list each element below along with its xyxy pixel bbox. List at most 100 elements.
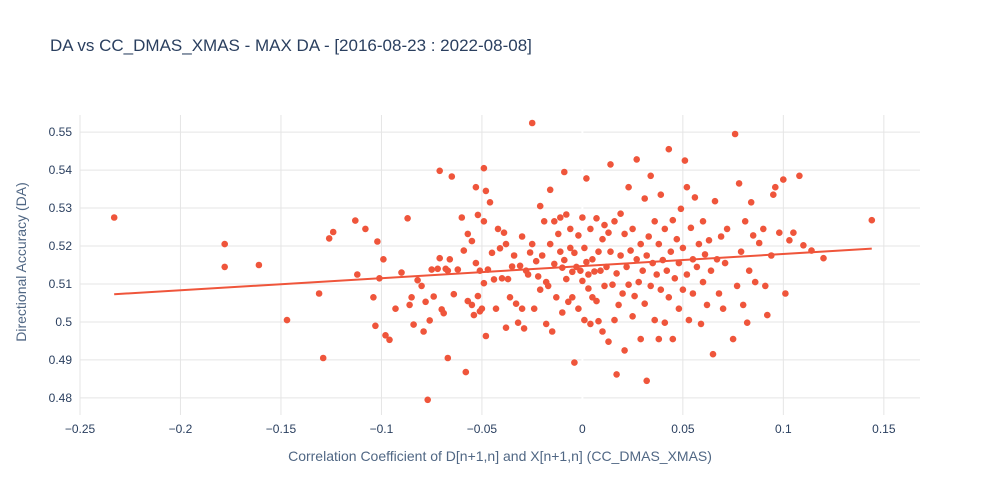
data-point: [671, 275, 679, 282]
data-point: [731, 130, 739, 138]
data-point: [551, 260, 558, 268]
data-point: [651, 316, 658, 324]
data-point: [617, 210, 624, 217]
data-point: [315, 290, 323, 297]
data-point: [631, 292, 638, 300]
data-point: [820, 254, 827, 262]
data-point: [605, 229, 612, 236]
data-point: [707, 267, 715, 275]
x-tick-label: −0.25: [65, 422, 96, 436]
data-point: [520, 325, 528, 332]
data-point: [536, 202, 544, 210]
data-point: [567, 244, 574, 252]
data-point: [695, 240, 703, 248]
data-point: [697, 320, 705, 328]
data-point: [615, 301, 622, 309]
data-point: [374, 238, 381, 245]
data-point: [542, 320, 550, 328]
data-point: [440, 309, 448, 317]
trendline: [114, 247, 872, 296]
data-point: [410, 321, 417, 328]
data-point: [500, 229, 508, 236]
data-point: [762, 282, 769, 290]
data-point: [772, 183, 779, 191]
data-point: [414, 276, 421, 284]
data-point: [687, 224, 695, 232]
data-point: [621, 347, 628, 354]
x-axis-title: Correlation Coefficient of D[n+1,n] and …: [288, 448, 712, 464]
data-point: [607, 161, 614, 168]
data-point: [715, 290, 723, 297]
data-point: [780, 176, 787, 183]
data-point: [563, 275, 570, 283]
data-point: [478, 305, 486, 313]
data-point: [693, 263, 701, 271]
data-point: [673, 235, 681, 243]
data-point: [325, 235, 333, 242]
data-point: [613, 270, 620, 277]
data-point: [593, 215, 600, 222]
data-point: [770, 191, 777, 198]
data-point: [370, 294, 377, 301]
data-point: [526, 249, 534, 256]
data-point: [689, 290, 697, 297]
y-tick-labels: 0.48 0.49 0.5 0.51 0.52 0.53 0.54 0.55: [49, 125, 73, 405]
data-point: [470, 311, 478, 319]
data-point: [585, 285, 592, 292]
data-point: [681, 157, 689, 164]
data-point: [657, 286, 665, 294]
data-point: [723, 225, 731, 233]
data-point: [468, 237, 476, 245]
data-point: [751, 278, 759, 286]
data-point: [735, 180, 743, 187]
data-point: [645, 233, 652, 240]
data-point: [538, 252, 546, 259]
data-point: [430, 293, 438, 300]
data-point: [643, 252, 650, 259]
data-point: [611, 316, 618, 324]
data-point: [420, 328, 427, 335]
data-point: [444, 267, 452, 275]
data-point: [699, 218, 707, 225]
data-point: [733, 282, 741, 290]
data-point: [749, 232, 757, 239]
data-point: [492, 305, 500, 313]
data-point: [354, 271, 361, 278]
data-point: [569, 268, 576, 276]
data-point: [464, 230, 472, 238]
data-point: [655, 240, 663, 248]
data-point: [516, 262, 524, 270]
data-point: [565, 298, 572, 306]
data-point: [737, 248, 745, 255]
data-point: [679, 286, 687, 294]
data-point: [647, 282, 654, 290]
data-point: [589, 255, 596, 263]
data-point: [352, 217, 359, 224]
data-point: [625, 281, 632, 289]
data-point: [548, 328, 556, 335]
data-point: [683, 183, 691, 191]
data-point: [721, 259, 729, 267]
data-point: [585, 271, 592, 278]
data-point: [472, 183, 480, 191]
data-point: [480, 218, 488, 225]
y-tick-label: 0.53: [49, 201, 73, 215]
data-point: [800, 242, 807, 249]
data-point: [575, 232, 582, 239]
data-point: [747, 199, 755, 206]
data-point: [528, 119, 536, 127]
data-point: [221, 263, 228, 271]
data-point: [611, 218, 618, 225]
data-point: [110, 214, 118, 221]
data-point: [446, 255, 454, 263]
data-point: [486, 199, 494, 206]
data-point: [514, 319, 522, 327]
x-tick-label: −0.2: [169, 422, 193, 436]
data-point: [474, 211, 482, 219]
y-tick-label: 0.5: [55, 315, 72, 329]
y-tick-label: 0.48: [49, 391, 73, 405]
data-point: [641, 300, 648, 308]
data-point: [599, 235, 606, 243]
data-point: [454, 266, 462, 273]
